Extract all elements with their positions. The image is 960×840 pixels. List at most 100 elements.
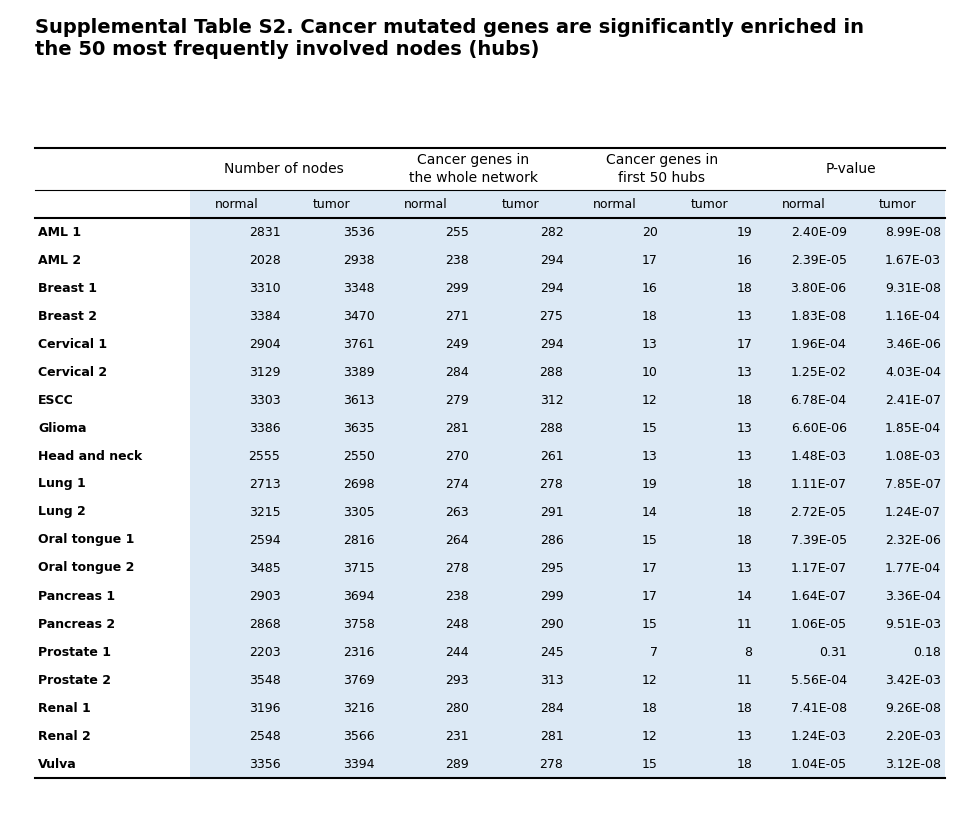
Text: 3.80E-06: 3.80E-06 <box>790 281 847 295</box>
Text: 245: 245 <box>540 645 564 659</box>
Text: 284: 284 <box>540 701 564 715</box>
Text: 8: 8 <box>744 645 753 659</box>
Bar <box>473 218 567 778</box>
Text: 286: 286 <box>540 533 564 547</box>
Text: 244: 244 <box>445 645 469 659</box>
Text: Head and neck: Head and neck <box>38 449 142 463</box>
Text: 1.24E-07: 1.24E-07 <box>885 506 941 518</box>
Text: 7.41E-08: 7.41E-08 <box>790 701 847 715</box>
Text: 1.85E-04: 1.85E-04 <box>885 422 941 434</box>
Text: 2904: 2904 <box>249 338 280 350</box>
Text: 3715: 3715 <box>343 561 374 575</box>
Text: 2.20E-03: 2.20E-03 <box>885 729 941 743</box>
Text: 270: 270 <box>445 449 469 463</box>
Text: 2938: 2938 <box>343 254 374 266</box>
Text: normal: normal <box>215 197 259 211</box>
Text: 249: 249 <box>445 338 469 350</box>
Text: 2028: 2028 <box>249 254 280 266</box>
Text: 288: 288 <box>540 422 564 434</box>
Text: 7.39E-05: 7.39E-05 <box>790 533 847 547</box>
Text: 281: 281 <box>540 729 564 743</box>
Text: 1.25E-02: 1.25E-02 <box>791 365 847 379</box>
Text: 3215: 3215 <box>249 506 280 518</box>
Text: Cervical 1: Cervical 1 <box>38 338 108 350</box>
Text: 2903: 2903 <box>249 590 280 602</box>
Text: 263: 263 <box>445 506 469 518</box>
Text: 3216: 3216 <box>344 701 374 715</box>
Text: Renal 2: Renal 2 <box>38 729 91 743</box>
Text: 284: 284 <box>445 365 469 379</box>
Bar <box>661 190 756 218</box>
Bar <box>851 218 945 778</box>
Text: 2.32E-06: 2.32E-06 <box>885 533 941 547</box>
Text: 3769: 3769 <box>343 674 374 686</box>
Text: 3758: 3758 <box>343 617 374 631</box>
Text: 11: 11 <box>736 674 753 686</box>
Text: 2.41E-07: 2.41E-07 <box>885 393 941 407</box>
Text: Oral tongue 2: Oral tongue 2 <box>38 561 134 575</box>
Text: 18: 18 <box>642 701 658 715</box>
Text: 289: 289 <box>445 758 469 770</box>
Text: 1.04E-05: 1.04E-05 <box>790 758 847 770</box>
Text: Pancreas 1: Pancreas 1 <box>38 590 115 602</box>
Text: 1.67E-03: 1.67E-03 <box>885 254 941 266</box>
Text: 19: 19 <box>736 225 753 239</box>
Text: P-value: P-value <box>826 162 876 176</box>
Text: 279: 279 <box>445 393 469 407</box>
Text: normal: normal <box>404 197 447 211</box>
Text: Cervical 2: Cervical 2 <box>38 365 108 379</box>
Text: 18: 18 <box>736 533 753 547</box>
Text: 2203: 2203 <box>249 645 280 659</box>
Text: 2594: 2594 <box>249 533 280 547</box>
Text: 0.31: 0.31 <box>819 645 847 659</box>
Text: 264: 264 <box>445 533 469 547</box>
Text: Pancreas 2: Pancreas 2 <box>38 617 115 631</box>
Text: 9.26E-08: 9.26E-08 <box>885 701 941 715</box>
Text: 12: 12 <box>642 393 658 407</box>
Text: 313: 313 <box>540 674 564 686</box>
Text: Cancer genes in
first 50 hubs: Cancer genes in first 50 hubs <box>606 153 718 185</box>
Text: 1.83E-08: 1.83E-08 <box>790 309 847 323</box>
Text: 18: 18 <box>736 506 753 518</box>
Text: 238: 238 <box>445 590 469 602</box>
Text: 3.46E-06: 3.46E-06 <box>885 338 941 350</box>
Text: 16: 16 <box>736 254 753 266</box>
Text: 1.11E-07: 1.11E-07 <box>791 477 847 491</box>
Text: 12: 12 <box>642 729 658 743</box>
Text: 231: 231 <box>445 729 469 743</box>
Text: 3470: 3470 <box>343 309 374 323</box>
Text: Breast 2: Breast 2 <box>38 309 97 323</box>
Text: normal: normal <box>593 197 636 211</box>
Text: 1.16E-04: 1.16E-04 <box>885 309 941 323</box>
Text: 1.48E-03: 1.48E-03 <box>791 449 847 463</box>
Text: 13: 13 <box>736 365 753 379</box>
Text: 278: 278 <box>540 477 564 491</box>
Text: 2713: 2713 <box>249 477 280 491</box>
Text: 3.12E-08: 3.12E-08 <box>885 758 941 770</box>
Text: 18: 18 <box>736 701 753 715</box>
Text: 15: 15 <box>642 533 658 547</box>
Text: 282: 282 <box>540 225 564 239</box>
Bar <box>851 190 945 218</box>
Text: 3548: 3548 <box>249 674 280 686</box>
Text: 4.03E-04: 4.03E-04 <box>885 365 941 379</box>
Text: tumor: tumor <box>690 197 728 211</box>
Text: 3.42E-03: 3.42E-03 <box>885 674 941 686</box>
Bar <box>567 190 661 218</box>
Text: 15: 15 <box>642 758 658 770</box>
Bar <box>756 218 851 778</box>
Text: tumor: tumor <box>879 197 917 211</box>
Text: 2555: 2555 <box>249 449 280 463</box>
Text: 1.24E-03: 1.24E-03 <box>791 729 847 743</box>
Text: 3303: 3303 <box>249 393 280 407</box>
Text: 19: 19 <box>642 477 658 491</box>
Text: 275: 275 <box>540 309 564 323</box>
Text: 13: 13 <box>736 309 753 323</box>
Text: 1.08E-03: 1.08E-03 <box>885 449 941 463</box>
Text: 2868: 2868 <box>249 617 280 631</box>
Text: 238: 238 <box>445 254 469 266</box>
Bar <box>284 190 379 218</box>
Text: 293: 293 <box>445 674 469 686</box>
Text: 17: 17 <box>642 561 658 575</box>
Text: 2316: 2316 <box>344 645 374 659</box>
